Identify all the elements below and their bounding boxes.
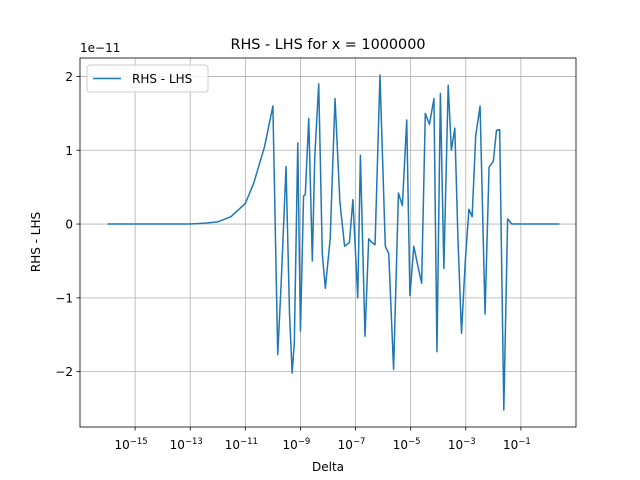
y-axis-ticks: −2 −1 0 1 2 bbox=[55, 70, 80, 379]
x-tick-label: 10−13 bbox=[170, 437, 203, 452]
y-tick-label: −1 bbox=[55, 291, 73, 305]
series-layer bbox=[107, 74, 560, 411]
y-axis-label: RHS - LHS bbox=[29, 212, 43, 272]
x-tick-label: 10−5 bbox=[393, 437, 421, 452]
series-line bbox=[107, 74, 560, 411]
y-tick-label: 0 bbox=[65, 218, 73, 232]
plot-frame bbox=[79, 57, 577, 428]
y-tick-label: 2 bbox=[65, 70, 73, 84]
y-tick-label: −2 bbox=[55, 365, 73, 379]
legend-label: RHS - LHS bbox=[132, 72, 192, 86]
x-tick-label: 10−7 bbox=[338, 437, 366, 452]
legend: RHS - LHS bbox=[86, 64, 209, 93]
x-gridlines bbox=[134, 58, 522, 427]
x-tick-label: 10−3 bbox=[448, 437, 476, 452]
y-offset-label: 1e−11 bbox=[80, 41, 120, 55]
legend-box bbox=[86, 64, 209, 93]
chart-title: RHS - LHS for x = 1000000 bbox=[230, 37, 425, 53]
x-tick-label: 10−15 bbox=[114, 437, 147, 452]
x-tick-label: 10−1 bbox=[503, 437, 531, 452]
x-tick-label: 10−9 bbox=[283, 437, 311, 452]
y-tick-label: 1 bbox=[65, 144, 73, 158]
x-tick-label: 10−11 bbox=[225, 437, 258, 452]
x-axis-ticks: 10−15 10−13 10−11 10−9 10−7 10−5 10−3 10−1 bbox=[114, 427, 531, 452]
x-axis-label: Delta bbox=[312, 460, 344, 474]
